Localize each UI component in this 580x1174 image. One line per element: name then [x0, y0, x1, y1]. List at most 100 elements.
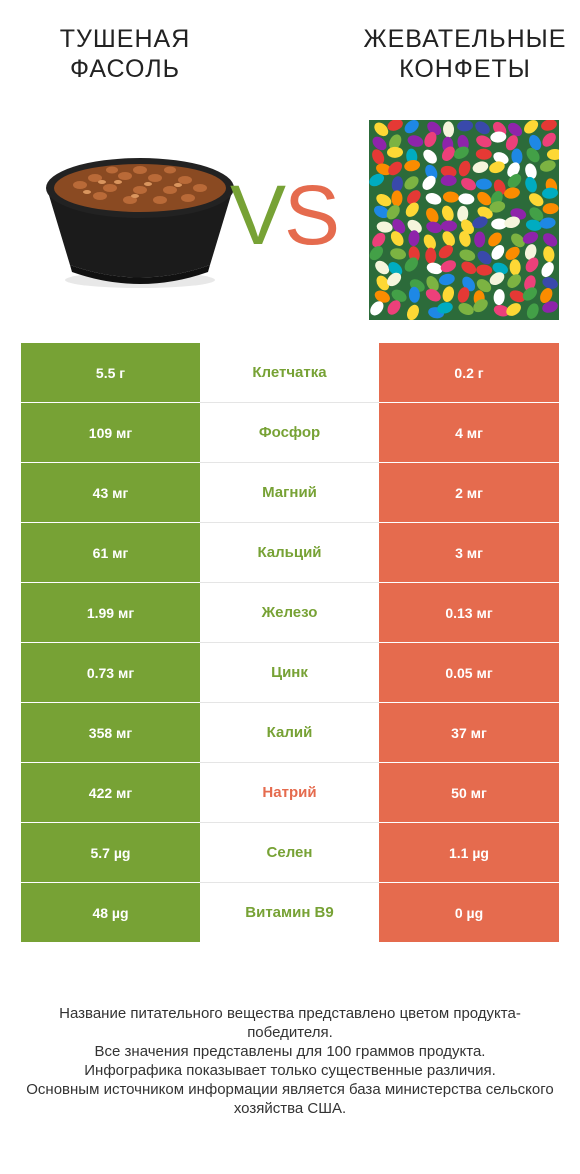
jelly-bean — [408, 286, 420, 303]
table-row: 422 мг Натрий 50 мг — [21, 763, 559, 823]
jelly-bean — [441, 146, 455, 162]
left-value-cell: 5.5 г — [21, 343, 200, 403]
jelly-bean — [369, 246, 384, 261]
jelly-bean — [405, 202, 419, 217]
nutrient-name-cell: Железо — [200, 583, 379, 643]
right-value-cell: 0.13 мг — [379, 583, 559, 643]
left-value-cell: 1.99 мг — [21, 583, 200, 643]
left-value-cell: 0.73 мг — [21, 643, 200, 703]
jelly-bean — [541, 262, 554, 278]
jelly-bean — [437, 302, 453, 314]
jelly-bean — [526, 303, 539, 319]
jelly-bean — [542, 277, 558, 289]
jelly-bean — [525, 176, 537, 193]
jelly-bean — [372, 232, 386, 248]
jelly-bean — [442, 231, 455, 247]
nutrient-comparison-table: 5.5 г Клетчатка 0.2 г 109 мг Фосфор 4 мг 43 мг… — [21, 343, 559, 943]
jelly-bean — [529, 207, 544, 221]
table-row: 109 мг Фосфор 4 мг — [21, 403, 559, 463]
jelly-bean — [546, 149, 559, 161]
jelly-bean — [476, 264, 493, 276]
jelly-bean — [423, 149, 437, 164]
table-row: 358 мг Калий 37 мг — [21, 703, 559, 763]
footer-notes: Название питательного вещества представл… — [20, 1004, 560, 1118]
right-value-cell: 50 мг — [379, 763, 559, 823]
jelly-bean — [472, 216, 488, 229]
jelly-bean — [424, 131, 437, 148]
jelly-bean — [391, 190, 403, 207]
jelly-bean — [427, 121, 442, 136]
jelly-bean — [543, 246, 555, 263]
jelly-bean — [457, 120, 474, 132]
left-value-cell: 48 µg — [21, 883, 200, 943]
jelly-bean — [461, 177, 476, 191]
jelly-bean — [457, 134, 469, 151]
nutrient-name-cell: Натрий — [200, 763, 379, 823]
jelly-bean — [529, 134, 542, 151]
jelly-bean — [526, 147, 540, 163]
jelly-bean — [458, 193, 475, 205]
jelly-bean — [426, 221, 442, 234]
jelly-bean — [522, 287, 537, 301]
jelly-bean — [511, 233, 525, 248]
table-row: 0.73 мг Цинк 0.05 мг — [21, 643, 559, 703]
jelly-bean — [374, 290, 390, 303]
nutrient-name-cell: Калий — [200, 703, 379, 763]
jelly-bean — [525, 219, 542, 231]
jelly-bean — [374, 122, 389, 137]
table-row: 5.5 г Клетчатка 0.2 г — [21, 343, 559, 403]
jelly-bean — [524, 120, 539, 134]
jelly-bean — [491, 245, 505, 260]
jelly-bean — [386, 204, 400, 220]
jelly-bean — [453, 146, 469, 159]
jelly-bean — [491, 218, 508, 230]
left-value-cell: 358 мг — [21, 703, 200, 763]
jelly-bean — [388, 161, 403, 176]
jelly-bean — [506, 303, 521, 316]
jelly-bean — [389, 134, 402, 150]
jelly-bean — [440, 165, 457, 178]
jelly-bean — [541, 120, 557, 131]
jelly-bean — [539, 160, 556, 172]
right-value-cell: 0.05 мг — [379, 643, 559, 703]
jelly-bean — [475, 121, 490, 135]
jelly-bean — [426, 207, 439, 223]
jelly-bean — [475, 178, 492, 190]
table-row: 61 мг Кальций 3 мг — [21, 523, 559, 583]
jelly-bean — [542, 203, 559, 215]
jelly-bean — [425, 288, 441, 302]
table-row: 1.99 мг Железо 0.13 мг — [21, 583, 559, 643]
jelly-bean — [438, 273, 455, 286]
baked-beans-bowl-image — [46, 158, 234, 288]
table-row: 5.7 µg Селен 1.1 µg — [21, 823, 559, 883]
table-row: 43 мг Магний 2 мг — [21, 463, 559, 523]
jelly-bean — [505, 135, 518, 151]
nutrient-name-cell: Фосфор — [200, 403, 379, 463]
jelly-bean — [525, 163, 537, 180]
nutrient-name-cell: Селен — [200, 823, 379, 883]
jelly-bean — [392, 218, 406, 234]
left-product-title: ТУШЕНАЯ ФАСОЛЬ — [59, 25, 191, 83]
jelly-bean — [505, 246, 520, 260]
jelly-bean — [422, 175, 436, 190]
jelly-bean — [461, 261, 477, 275]
jelly-bean — [375, 260, 390, 275]
vs-label: VS — [230, 165, 340, 265]
jelly-bean — [507, 274, 522, 289]
right-value-cell: 0 µg — [379, 883, 559, 943]
jelly-bean — [489, 272, 505, 286]
jelly-bean — [423, 234, 436, 250]
jelly-bean — [461, 219, 474, 234]
jelly-bean — [441, 205, 454, 222]
jelly-bean — [522, 231, 539, 244]
jelly-bean — [370, 301, 384, 316]
right-value-cell: 2 мг — [379, 463, 559, 523]
jelly-bean — [442, 191, 459, 203]
jelly-bean — [440, 260, 457, 273]
jelly-bean — [408, 230, 420, 247]
jelly-beans-image — [369, 120, 559, 320]
jelly-bean — [457, 287, 470, 303]
jelly-bean — [476, 279, 492, 293]
left-value-cell: 5.7 µg — [21, 823, 200, 883]
jelly-bean — [376, 193, 392, 207]
